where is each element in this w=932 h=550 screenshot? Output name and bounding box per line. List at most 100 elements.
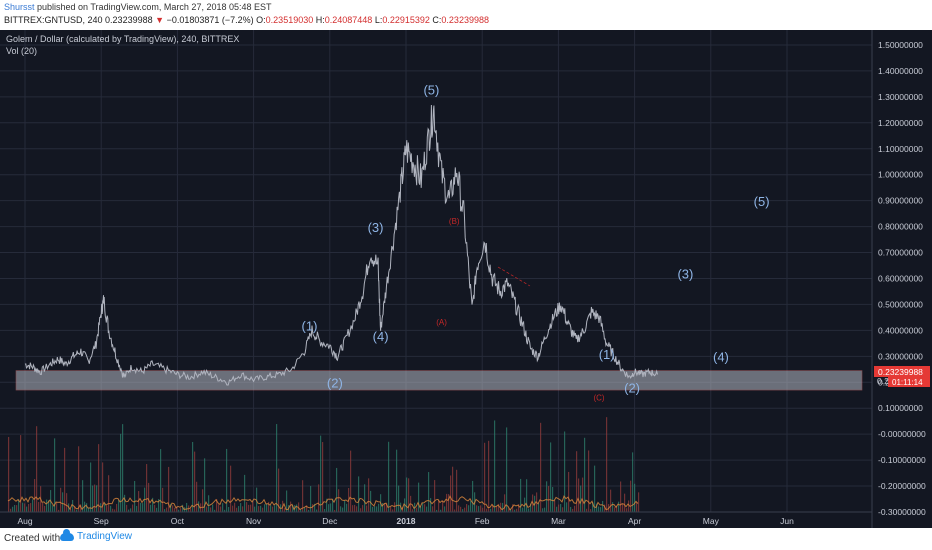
- price-tick-label: 1.10000000: [878, 144, 923, 154]
- volume-bar: [108, 475, 110, 512]
- volume-bar: [362, 505, 364, 512]
- countdown-label: 01:11:14: [892, 378, 923, 387]
- volume-bar: [152, 497, 154, 512]
- price-tick-label: 1.50000000: [878, 40, 923, 50]
- volume-bar: [310, 485, 312, 512]
- volume-bar: [544, 507, 546, 512]
- volume-bar: [176, 506, 178, 512]
- volume-bar: [518, 504, 520, 512]
- volume-bar: [226, 448, 228, 512]
- volume-bar: [204, 458, 206, 512]
- volume-bar: [140, 502, 142, 512]
- wave-label: (3): [368, 220, 384, 235]
- volume-bar: [8, 436, 10, 512]
- volume-bar: [26, 506, 28, 512]
- volume-bar: [558, 504, 560, 512]
- volume-bar: [242, 506, 244, 512]
- volume-bar: [632, 452, 634, 512]
- volume-bar: [408, 478, 410, 512]
- volume-bar: [572, 508, 574, 512]
- volume-bar: [104, 503, 106, 512]
- volume-bar: [32, 499, 34, 512]
- countdown-tag: [888, 377, 930, 387]
- volume-bar: [10, 508, 12, 512]
- volume-bar: [606, 417, 608, 512]
- volume-bar: [122, 424, 124, 512]
- volume-bar: [360, 508, 362, 512]
- time-axis[interactable]: Aug Sep Oct Nov Dec 2018 Feb Mar Apr May Jun: [17, 516, 794, 526]
- volume-bar: [590, 509, 592, 512]
- volume-bar: [46, 499, 48, 512]
- volume-bar: [592, 502, 594, 512]
- volume-bar: [346, 503, 348, 512]
- wave-label: (3): [677, 266, 693, 281]
- volume-bar: [24, 503, 26, 512]
- volume-bar: [464, 507, 466, 512]
- volume-bar: [352, 505, 354, 512]
- volume-bar: [194, 451, 196, 512]
- volume-bar: [134, 480, 136, 512]
- volume-bar: [564, 431, 566, 512]
- price-tick-label: 1.30000000: [878, 92, 923, 102]
- price-tick-label: 0.80000000: [878, 222, 923, 232]
- volume-bar: [530, 503, 532, 512]
- volume-bar: [510, 509, 512, 512]
- author-name[interactable]: Shursst: [4, 2, 35, 12]
- volume-bar: [114, 509, 116, 512]
- volume-bar: [70, 509, 72, 512]
- volume-bar: [394, 502, 396, 512]
- down-arrow-icon: ▼: [155, 15, 165, 25]
- price-series-line: [24, 104, 658, 386]
- volume-bar: [318, 484, 320, 512]
- tradingview-logo[interactable]: TradingView: [60, 528, 132, 542]
- volume-bar: [576, 451, 578, 512]
- corrective-wave-label: (A): [436, 318, 447, 327]
- volume-bar: [626, 508, 628, 512]
- volume-bar: [228, 507, 230, 512]
- volume-bar: [372, 506, 374, 512]
- price-tick-label: -0.00000000: [878, 429, 926, 439]
- volume-bar: [232, 505, 234, 512]
- volume-bar: [364, 484, 366, 512]
- volume-bar: [344, 500, 346, 512]
- volume-bar: [238, 506, 240, 512]
- price-axis[interactable]: 1.50000000 1.40000000 1.30000000 1.20000000…: [878, 40, 926, 517]
- volume-bar: [484, 442, 486, 512]
- volume-bar: [376, 506, 378, 512]
- volume-bar: [550, 442, 552, 512]
- volume-bar: [270, 505, 272, 512]
- volume-bar: [396, 449, 398, 512]
- volume-ma-line: [7, 495, 639, 511]
- volume-bar: [110, 505, 112, 512]
- volume-bar: [470, 500, 472, 512]
- volume-bar: [618, 501, 620, 512]
- volume-bar: [276, 424, 278, 512]
- price-tick-label: 0.30000000: [878, 351, 923, 361]
- volume-bar: [146, 464, 148, 512]
- price-tick-label: 0.50000000: [878, 299, 923, 309]
- volume-bar: [336, 467, 338, 512]
- close-label: C:: [432, 15, 442, 25]
- volume-bar: [210, 507, 212, 512]
- volume-bar: [224, 509, 226, 512]
- volume-bar: [406, 477, 408, 512]
- volume-bar: [448, 494, 450, 512]
- volume-bar: [508, 508, 510, 512]
- volume-bar: [468, 505, 470, 512]
- price-chart[interactable]: (1)(2)(3)(4)(5)(1)(2)(3)(4)(5)(A)(B)(C) …: [0, 30, 932, 528]
- volume-bar: [274, 505, 276, 512]
- volume-bar: [502, 502, 504, 512]
- volume-bar: [258, 506, 260, 512]
- volume-bar: [486, 508, 488, 512]
- volume-bar: [528, 508, 530, 512]
- volume-bar: [582, 477, 584, 512]
- volume-bar: [628, 500, 630, 512]
- volume-bar: [446, 493, 448, 512]
- close-value: 0.23239988: [441, 15, 489, 25]
- time-tick-label: Nov: [246, 516, 262, 526]
- volume-bar: [562, 507, 564, 512]
- volume-bar: [130, 508, 132, 512]
- volume-bar: [610, 489, 612, 512]
- tradingview-cloud-icon: [60, 528, 74, 541]
- volume-bar: [48, 500, 50, 512]
